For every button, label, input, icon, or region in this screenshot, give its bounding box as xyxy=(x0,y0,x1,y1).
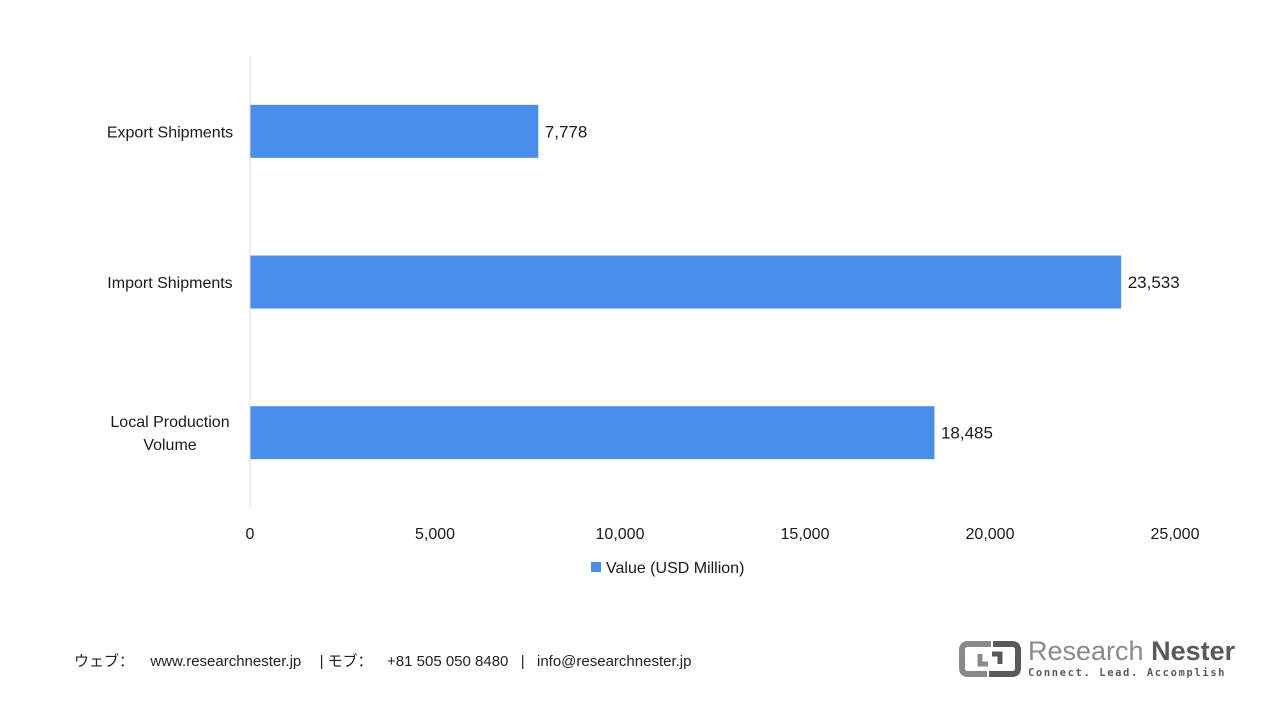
web-label: ウェブ： xyxy=(74,653,135,670)
logo-name: Research Nester xyxy=(1028,636,1235,667)
contact-footer: ウェブ： www.researchnester.jp | モブ： +81 505… xyxy=(74,650,691,671)
x-tick-label: 15,000 xyxy=(781,526,830,543)
email-link[interactable]: info@researchnester.jp xyxy=(537,653,692,670)
logo-name-research: Research xyxy=(1028,636,1144,666)
category-label: Volume xyxy=(143,437,196,454)
bar-chart: 7,778 Export Shipments 23,533 Import Shipme… xyxy=(107,56,1200,577)
x-tick-label: 5,000 xyxy=(415,526,455,543)
phone-label: | モブ： xyxy=(319,653,373,670)
website-link[interactable]: www.researchnester.jp xyxy=(150,653,302,670)
legend-label: Value (USD Million) xyxy=(606,560,744,577)
logo-name-nester: Nester xyxy=(1151,636,1236,666)
logo-mark-icon xyxy=(959,641,1021,677)
research-nester-logo: Research Nester Connect. Lead. Accomplis… xyxy=(958,636,1235,684)
x-tick-label: 20,000 xyxy=(966,526,1015,543)
x-tick-label: 10,000 xyxy=(596,526,645,543)
data-label: 23,533 xyxy=(1128,273,1180,292)
x-tick-label: 0 xyxy=(246,526,255,543)
category-label: Local Production xyxy=(110,414,229,431)
category-label: Import Shipments xyxy=(107,275,232,292)
phone-number: +81 505 050 8480 xyxy=(387,653,509,670)
x-tick-label: 25,000 xyxy=(1151,526,1200,543)
data-label: 18,485 xyxy=(941,424,993,443)
bar xyxy=(250,255,1122,309)
logo-tagline: Connect. Lead. Accomplish xyxy=(1028,667,1227,679)
data-label: 7,778 xyxy=(545,122,588,141)
footer-separator: | xyxy=(520,653,525,670)
category-label: Export Shipments xyxy=(107,124,233,141)
bar xyxy=(250,406,935,460)
bar xyxy=(250,104,539,158)
legend-swatch xyxy=(591,562,601,572)
